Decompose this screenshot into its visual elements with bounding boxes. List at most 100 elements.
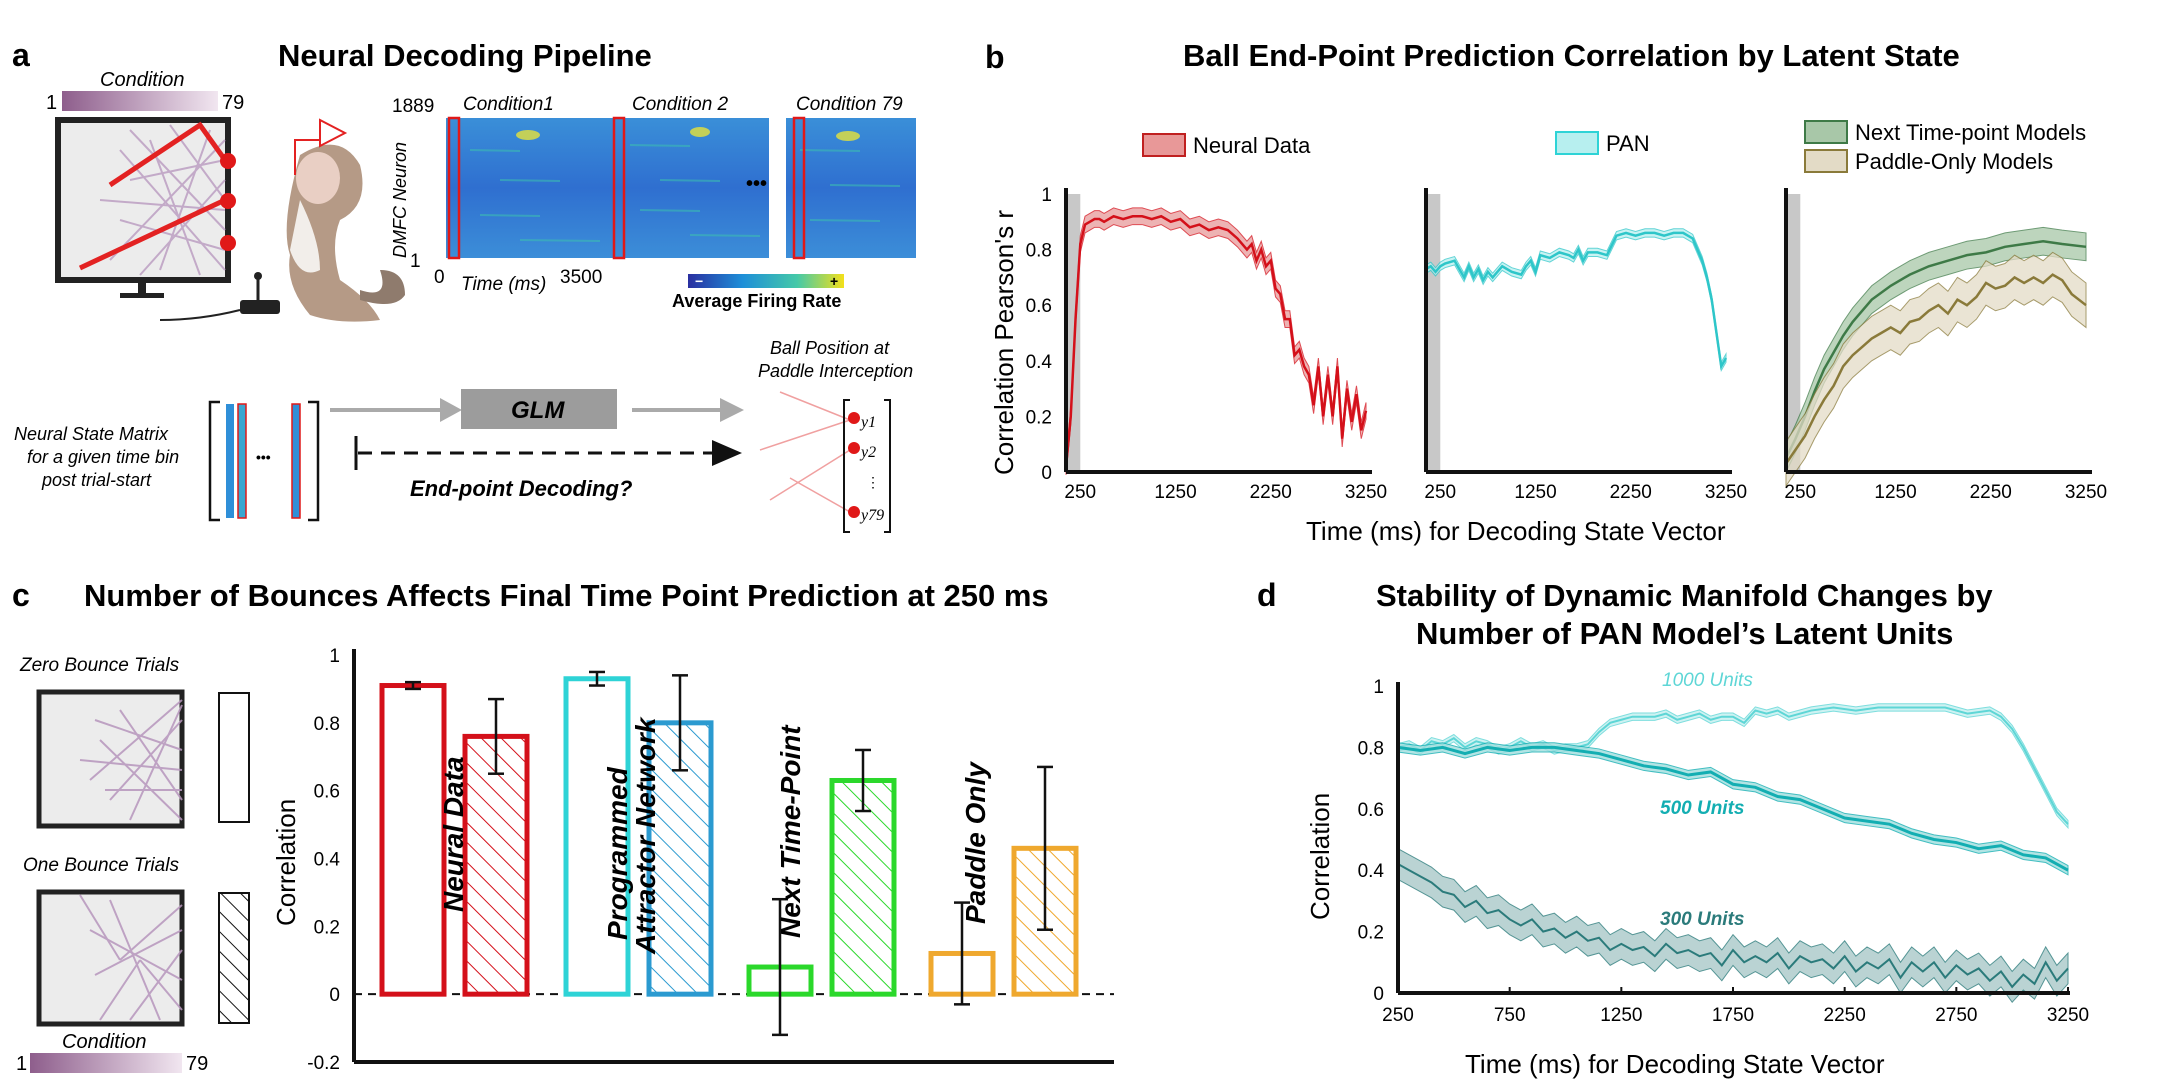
x-tick-label: 250	[1064, 482, 1096, 503]
y-tick-label: 0.8	[314, 714, 340, 735]
neuron-min-label: 1	[410, 251, 421, 272]
x-tick-label: 1250	[1154, 482, 1196, 503]
group-label-paddle: Paddle Only	[960, 761, 991, 924]
series-label-500: 500 Units	[1660, 798, 1744, 819]
panel-d-letter: d	[1257, 577, 1277, 613]
y-tick-label: 1	[1373, 677, 1384, 698]
y-tick-label: 0	[1373, 984, 1384, 1005]
y-tick-label: 0.4	[1358, 861, 1385, 882]
heatmap-title-79: Condition 79	[796, 94, 903, 115]
colorbar-plus: +	[830, 273, 838, 289]
panel-c-axes: -0.2 0 0.2 0.4 0.6 0.8 1	[307, 646, 1114, 1074]
colorbar-minus: −	[695, 273, 703, 289]
group-label-neural: Neural Data	[438, 756, 469, 912]
heatmap-2: Condition 2	[604, 94, 769, 260]
ball-position-label-1: Ball Position at	[770, 338, 890, 358]
panel-a-title: Neural Decoding Pipeline	[278, 38, 652, 73]
x-tick-label: 1250	[1600, 1005, 1642, 1026]
y-tick-label: 0.2	[1026, 407, 1052, 428]
monitor-illustration	[55, 117, 236, 298]
vector-entry-79: y79	[859, 507, 884, 524]
y-tick-label: -0.2	[307, 1053, 340, 1074]
vector-entry-2: y2	[859, 444, 876, 461]
legend-pan-swatch	[1555, 131, 1599, 155]
legend-neural-label: Neural Data	[1193, 133, 1311, 158]
y-tick-label: 0.6	[1026, 296, 1052, 317]
series-line	[1784, 239, 2087, 459]
x-tick-label: 2250	[1250, 482, 1292, 503]
legend-neural-swatch	[1142, 133, 1186, 157]
output-vector: y1 y2 ⋮ y79	[843, 399, 891, 533]
time-min-label: 0	[434, 267, 445, 288]
bar	[829, 777, 897, 997]
panel-a-letter: a	[12, 37, 30, 73]
panel-b-title: Ball End-Point Prediction Correlation by…	[1183, 38, 1960, 73]
matrix-ellipsis: •••	[256, 449, 271, 465]
group-label-attractor: Attractor Network	[630, 716, 661, 955]
colorbar-label: Average Firing Rate	[672, 291, 841, 311]
group-label-next: Next Time-Point	[775, 724, 806, 938]
panel-d-title-1: Stability of Dynamic Manifold Changes by	[1376, 578, 1993, 613]
vector-entry-1: y1	[859, 414, 876, 431]
condition-min: 1	[46, 92, 57, 114]
bar	[462, 733, 530, 997]
decode-arrow-head	[712, 440, 742, 466]
x-tick-label: 3250	[1705, 482, 1747, 503]
state-matrix: •••	[208, 400, 320, 522]
y-tick-label: 0.2	[1358, 923, 1384, 944]
y-tick-label: 0.4	[1026, 352, 1053, 373]
neuron-max-label: 1889	[392, 96, 434, 117]
y-tick-label: 0.8	[1026, 241, 1052, 262]
x-tick-label: 2250	[1970, 482, 2012, 503]
group-label-programmed: Programmed	[602, 766, 633, 940]
panel-d-xlabel: Time (ms) for Decoding State Vector	[1465, 1049, 1885, 1079]
shaded-window	[1426, 194, 1441, 472]
series-band	[1425, 228, 1727, 373]
ball-position-label-2: Paddle Interception	[758, 361, 913, 381]
y-tick-label: 0.6	[314, 782, 340, 803]
neuron-axis-label: DMFC Neuron	[390, 142, 410, 258]
panel-c-letter: c	[12, 577, 30, 613]
condition-label: Condition	[100, 69, 185, 91]
x-tick-label: 250	[1784, 482, 1816, 503]
one-bounce-label: One Bounce Trials	[23, 855, 179, 876]
series-band	[1785, 251, 2087, 488]
series-band	[1397, 847, 2069, 1004]
x-tick-label: 1250	[1874, 482, 1916, 503]
series-line	[1784, 273, 2087, 465]
zero-bounce-illustration	[36, 689, 185, 829]
series-line	[1064, 214, 1368, 467]
x-tick-label: 3250	[2047, 1005, 2089, 1026]
series-line	[1397, 863, 2069, 989]
y-tick-label: 0	[1041, 463, 1052, 484]
x-tick-label: 1750	[1712, 1005, 1754, 1026]
legend-paddle-swatch	[1804, 149, 1848, 173]
state-matrix-label-3: post trial-start	[41, 470, 152, 490]
condition-colorbar	[62, 91, 218, 111]
one-bounce-illustration	[36, 889, 185, 1027]
series-line	[1397, 745, 2069, 872]
legend-pan-label: PAN	[1606, 131, 1650, 156]
shaded-window	[1786, 194, 1801, 472]
time-axis-label: Time (ms)	[461, 274, 546, 295]
x-tick-label: 2250	[1610, 482, 1652, 503]
pipeline-arrow-1-head	[440, 398, 462, 422]
y-tick-label: 0.4	[314, 850, 341, 871]
y-tick-label: 1	[1041, 185, 1052, 206]
x-tick-label: 250	[1382, 1005, 1414, 1026]
pipeline-arrow-2-head	[720, 398, 744, 422]
series-band	[1065, 207, 1367, 475]
x-tick-label: 3250	[2065, 482, 2107, 503]
y-tick-label: 0.2	[314, 917, 340, 938]
time-max-label: 3500	[560, 267, 602, 288]
panel-b: b Ball End-Point Prediction Correlation …	[985, 38, 2107, 546]
c-condition-max: 79	[186, 1053, 208, 1075]
panel-b-ylabel: Correlation Pearson's r	[989, 210, 1019, 475]
state-matrix-label-2: for a given time bin	[27, 447, 179, 467]
state-matrix-label-1: Neural State Matrix	[14, 424, 169, 444]
series-line	[1425, 231, 1728, 371]
firing-rate-colorbar	[688, 274, 844, 288]
bar	[379, 683, 447, 997]
